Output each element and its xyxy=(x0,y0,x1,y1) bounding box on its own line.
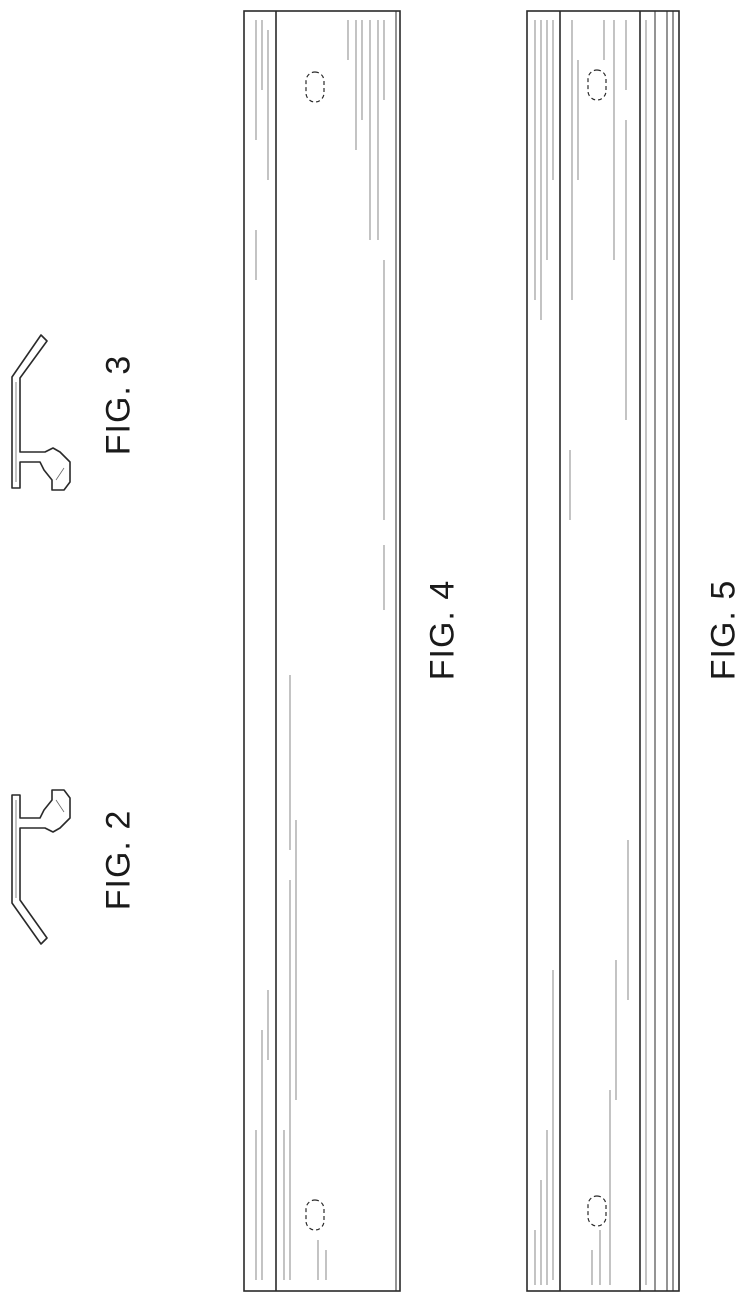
fig5-slot-bottom xyxy=(588,1196,606,1226)
fig2-label: FIG. 2 xyxy=(100,810,139,910)
fig5-bar-drawing xyxy=(527,11,679,1291)
fig5-shading xyxy=(535,20,646,1285)
fig4-bar-drawing xyxy=(244,11,400,1291)
fig3-profile-drawing xyxy=(12,335,70,490)
fig5-label: FIG. 5 xyxy=(705,580,744,680)
fig5-slot-top xyxy=(588,70,606,100)
fig3-label: FIG. 3 xyxy=(100,355,139,455)
fig2-profile-drawing xyxy=(12,790,70,944)
fig4-slot-top xyxy=(306,72,324,102)
fig4-label: FIG. 4 xyxy=(424,580,463,680)
fig4-slot-bottom xyxy=(306,1200,324,1230)
